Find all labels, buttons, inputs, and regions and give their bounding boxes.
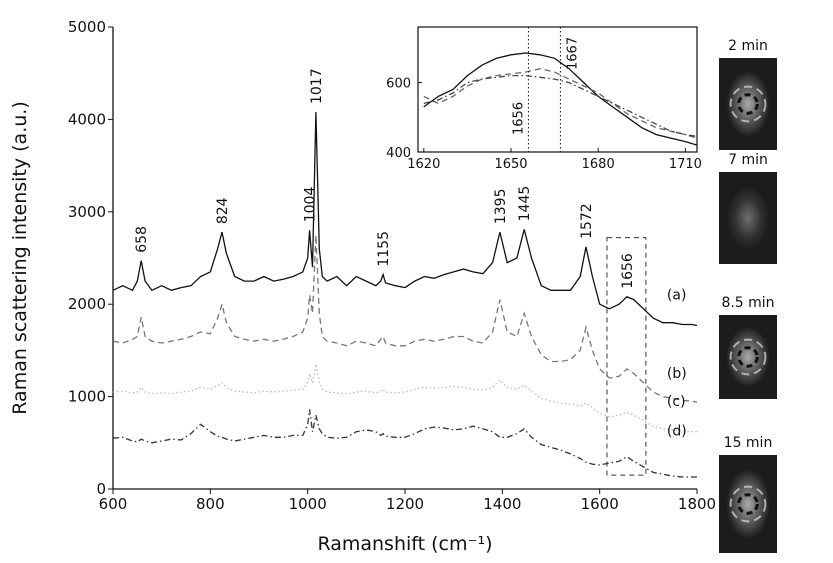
- peak-label: 1004: [303, 187, 319, 223]
- peak-label: 1017: [309, 68, 325, 104]
- x-tick-label: 1650: [494, 157, 527, 172]
- image-ring: [737, 493, 759, 515]
- x-tick-label: 1680: [582, 157, 615, 172]
- image-label: 8.5 min: [721, 295, 774, 311]
- spectrum-line: [112, 111, 698, 327]
- microscopy-image: 8.5 min: [719, 295, 777, 399]
- spectrum-line: [112, 409, 697, 478]
- inset-frame: [417, 26, 698, 153]
- y-tick-label: 0: [96, 480, 106, 498]
- inset-chart: 1620 1650 1680 1710 400 600 1656 1667: [386, 26, 702, 172]
- series-label: (d): [667, 423, 687, 439]
- series-label: (b): [667, 366, 687, 382]
- image-blob: [725, 184, 771, 252]
- spectrum-line: [112, 234, 698, 403]
- image-label: 7 min: [728, 152, 768, 168]
- spectrum-line: [423, 52, 698, 146]
- peak-label: 1572: [579, 203, 595, 239]
- image-ring: [729, 485, 767, 523]
- highlight-region: [606, 237, 647, 476]
- y-tick-label: 4000: [68, 110, 106, 128]
- image-ring: [737, 346, 759, 368]
- y-tick-label: 600: [386, 77, 411, 92]
- image-blob: [725, 468, 771, 540]
- y-tick-label: 400: [386, 146, 411, 161]
- peak-label: 658: [134, 226, 150, 253]
- peak-label: 824: [215, 197, 231, 224]
- y-axis-label: Raman scattering intensity (a.u.): [9, 101, 31, 414]
- x-tick-label: 1200: [386, 495, 424, 513]
- y-tick-label: 5000: [68, 18, 106, 36]
- spectrum-line: [112, 364, 697, 433]
- image-blob: [725, 70, 771, 138]
- spectrum-line: [423, 68, 698, 139]
- series-label: (c): [667, 394, 686, 410]
- peak-label: 1155: [376, 231, 392, 267]
- marker-label: 1667: [565, 37, 580, 70]
- spectrum-line: [423, 74, 698, 138]
- image-ring: [729, 338, 767, 376]
- peak-label: 1656: [620, 253, 636, 289]
- x-tick-label: 1400: [483, 495, 521, 513]
- microscopy-image: 15 min: [719, 435, 777, 553]
- y-tick-label: 3000: [68, 203, 106, 221]
- x-tick-label: 1800: [678, 495, 716, 513]
- x-tick-label: 600: [99, 495, 128, 513]
- y-tick-label: 2000: [68, 295, 106, 313]
- image-label: 15 min: [724, 435, 773, 451]
- marker-label: 1656: [511, 102, 526, 135]
- x-axis-label: Ramanshift (cm⁻¹): [317, 533, 492, 555]
- peak-label: 1445: [517, 186, 533, 222]
- main-chart: 600 800 1000 1200 1400 1600 1800 0 1000 2000 3000 4…: [68, 18, 716, 513]
- y-tick-label: 1000: [68, 388, 106, 406]
- image-ring: [737, 93, 759, 115]
- series-label: (a): [667, 288, 687, 304]
- microscopy-image: 2 min: [719, 38, 777, 150]
- image-ring: [729, 85, 767, 123]
- image-label: 2 min: [728, 38, 768, 54]
- microscopy-image: 7 min: [719, 152, 777, 264]
- image-blob: [725, 326, 771, 388]
- x-tick-label: 1620: [407, 157, 440, 172]
- peak-label: 1395: [493, 188, 509, 224]
- x-tick-label: 1000: [289, 495, 327, 513]
- x-tick-label: 1600: [581, 495, 619, 513]
- x-tick-label: 800: [196, 495, 225, 513]
- x-tick-label: 1710: [669, 157, 702, 172]
